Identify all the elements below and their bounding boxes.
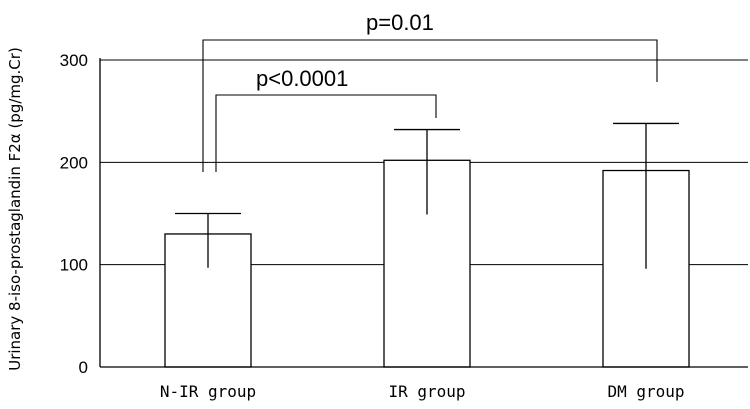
significance-bracket-1	[215, 94, 437, 172]
y-tick-label-0: 0	[79, 358, 88, 377]
significance-bracket-2	[202, 39, 658, 172]
y-tick-label-300: 300	[60, 51, 88, 70]
x-tick-label-1: N-IR group	[160, 382, 256, 401]
significance-label-2: p=0.01	[366, 10, 434, 35]
y-tick-label-100: 100	[60, 256, 88, 275]
error-bars	[175, 122, 679, 269]
y-tick-labels: 0 100 200 300	[60, 51, 88, 377]
x-tick-label-3: DM group	[607, 382, 684, 401]
significance-brackets: p<0.0001 p=0.01	[202, 10, 658, 172]
y-tick-label-200: 200	[60, 153, 88, 172]
y-axis-label: Urinary 8-iso-prostaglandin F2α (pg/mg.C…	[6, 47, 24, 371]
significance-label-1: p<0.0001	[256, 66, 348, 91]
x-tick-labels: N-IR group IR group DM group	[160, 382, 685, 401]
x-tick-label-2: IR group	[388, 382, 465, 401]
